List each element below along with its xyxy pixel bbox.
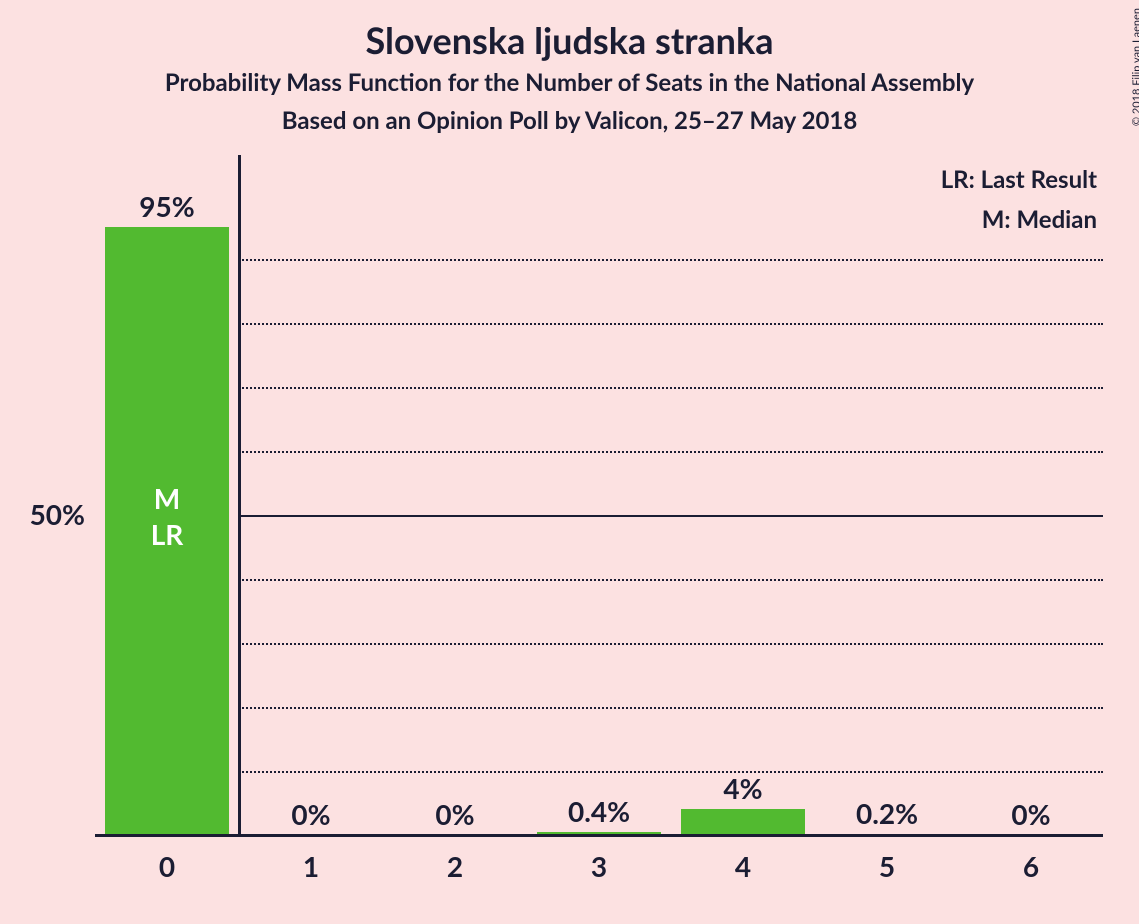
sub2: Based on an Opinion Poll by Valicon, 25–…: [0, 106, 1139, 135]
gridline: [239, 451, 1103, 453]
x-tick-label: 0: [95, 849, 239, 883]
gridline: [239, 259, 1103, 261]
x-axis: [95, 834, 1103, 837]
gridline: [239, 323, 1103, 325]
x-tick-label: 1: [239, 849, 383, 883]
x-tick-label: 5: [815, 849, 959, 883]
sub1: Probability Mass Function for the Number…: [0, 68, 1139, 97]
gridline: [239, 387, 1103, 389]
copyright: © 2018 Filip van Laenen: [1130, 8, 1139, 126]
legend-line: LR: Last Result: [0, 165, 1097, 194]
gridline: [239, 515, 1103, 517]
chart-canvas: Slovenska ljudska stranka Probability Mas…: [0, 0, 1139, 924]
in-bar-label: LR: [105, 517, 229, 551]
bar-value-label: 0.2%: [815, 796, 959, 830]
main: Slovenska ljudska stranka: [0, 18, 1139, 62]
plot-area: 95%0%0%0.4%4%0.2%0%MLR: [95, 195, 1103, 835]
bar-value-label: 0%: [959, 797, 1103, 831]
bar-value-label: 0.4%: [527, 794, 671, 828]
x-tick-label: 2: [383, 849, 527, 883]
bar-value-label: 0%: [383, 797, 527, 831]
x-tick-label: 4: [671, 849, 815, 883]
gridline: [239, 707, 1103, 709]
legend-line: M: Median: [0, 205, 1097, 234]
y-axis: [238, 155, 241, 835]
x-tick-label: 6: [959, 849, 1103, 883]
y-tick-label: 50%: [0, 497, 85, 531]
gridline: [239, 579, 1103, 581]
gridline: [239, 643, 1103, 645]
x-tick-label: 3: [527, 849, 671, 883]
in-bar-label: M: [105, 481, 229, 515]
bar: [681, 809, 805, 835]
bar-value-label: 0%: [239, 797, 383, 831]
bar-value-label: 4%: [671, 771, 815, 805]
